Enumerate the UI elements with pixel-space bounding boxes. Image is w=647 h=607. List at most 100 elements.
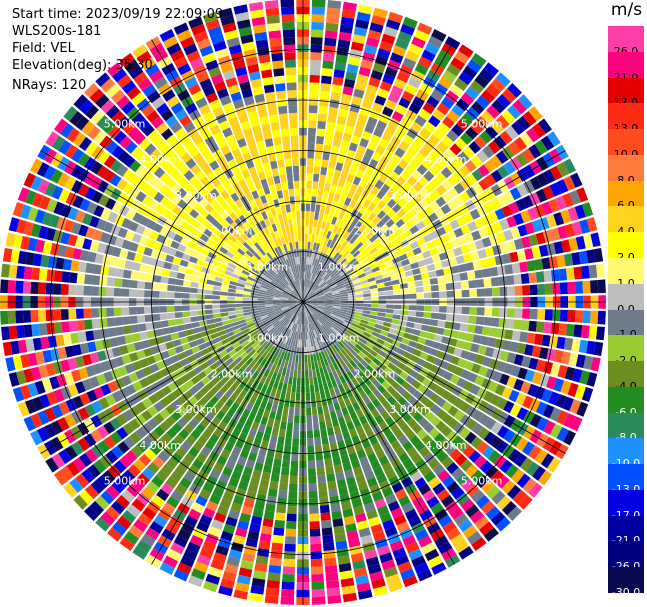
velocity-gate [380, 410, 391, 421]
velocity-gate [396, 233, 407, 243]
velocity-gate [437, 276, 446, 284]
velocity-gate [306, 173, 313, 182]
velocity-gate [22, 310, 32, 323]
velocity-gate [268, 313, 276, 319]
velocity-gate [384, 353, 394, 362]
velocity-gate [189, 287, 198, 294]
velocity-gate [127, 464, 141, 478]
velocity-gate [299, 324, 302, 333]
velocity-gate [330, 345, 338, 354]
velocity-gate [501, 444, 515, 458]
velocity-gate [236, 313, 244, 318]
velocity-gate [243, 127, 253, 138]
velocity-gate [225, 134, 236, 145]
velocity-gate [160, 159, 173, 172]
velocity-gate [239, 371, 248, 380]
velocity-gate [403, 264, 412, 272]
velocity-gate [270, 207, 277, 217]
velocity-gate [133, 253, 143, 263]
velocity-gate [64, 176, 77, 191]
velocity-gate [176, 29, 192, 42]
velocity-gate [284, 536, 296, 545]
velocity-gate [535, 401, 548, 416]
velocity-gate [337, 256, 345, 264]
velocity-gate [234, 386, 243, 396]
velocity-gate [91, 286, 99, 296]
velocity-gate [128, 525, 144, 539]
velocity-gate [569, 399, 582, 414]
velocity-gate [372, 379, 381, 389]
velocity-gate [163, 334, 173, 343]
velocity-gate [321, 314, 328, 321]
velocity-gate [200, 446, 212, 457]
velocity-gate [256, 231, 264, 240]
velocity-gate [442, 70, 457, 83]
velocity-gate [325, 299, 334, 302]
velocity-gate [251, 421, 260, 431]
velocity-gate [313, 219, 318, 228]
velocity-gate [569, 190, 582, 205]
velocity-gate [314, 235, 319, 243]
velocity-gate [181, 342, 191, 351]
velocity-gate [222, 414, 232, 425]
velocity-gate [185, 434, 197, 446]
velocity-gate [326, 473, 336, 483]
velocity-gate [166, 230, 177, 240]
velocity-gate [316, 292, 324, 297]
velocity-gate [363, 345, 372, 353]
velocity-gate [583, 355, 594, 370]
velocity-gate [582, 310, 591, 324]
velocity-gate [251, 16, 266, 27]
velocity-gate [319, 497, 329, 506]
velocity-gate [339, 309, 348, 313]
velocity-gate [142, 507, 157, 520]
velocity-gate [453, 227, 464, 238]
velocity-gate [519, 261, 529, 273]
velocity-gate [98, 194, 110, 207]
velocity-gate [406, 417, 418, 429]
velocity-gate [371, 345, 381, 354]
velocity-gate [388, 11, 403, 24]
velocity-gate [349, 166, 358, 176]
velocity-gate [383, 228, 393, 238]
velocity-gate [229, 212, 239, 222]
velocity-gate [244, 176, 254, 186]
velocity-gate [266, 580, 280, 589]
velocity-gate [280, 351, 286, 359]
velocity-gate [511, 330, 521, 342]
velocity-gate [251, 244, 259, 253]
velocity-gate [143, 247, 153, 257]
velocity-gate [435, 408, 447, 420]
velocity-gate [333, 386, 341, 395]
velocity-gate [91, 146, 105, 160]
velocity-gate [328, 280, 336, 287]
velocity-gate [5, 357, 16, 372]
velocity-gate [414, 152, 426, 164]
velocity-gate [331, 395, 338, 404]
velocity-gate [332, 295, 341, 298]
velocity-gate [288, 304, 296, 308]
velocity-gate [166, 548, 182, 562]
velocity-gate [199, 488, 211, 500]
velocity-gate [2, 248, 13, 263]
velocity-gate [293, 346, 297, 355]
velocity-gate [2, 341, 13, 356]
velocity-gate [159, 396, 171, 408]
velocity-gate [177, 265, 187, 274]
velocity-gate [207, 323, 216, 330]
velocity-gate [122, 325, 132, 335]
velocity-gate [175, 146, 188, 158]
velocity-gate [320, 245, 326, 253]
velocity-gate [172, 257, 182, 265]
velocity-gate [309, 90, 319, 98]
velocity-gate [333, 402, 341, 411]
velocity-gate [254, 242, 262, 250]
velocity-gate [346, 118, 357, 128]
velocity-gate [211, 218, 221, 228]
velocity-gate [303, 302, 306, 310]
velocity-gate [294, 188, 300, 197]
velocity-gate [161, 327, 171, 335]
velocity-gate [462, 65, 478, 79]
velocity-gate [49, 214, 60, 228]
velocity-gate [344, 319, 352, 325]
